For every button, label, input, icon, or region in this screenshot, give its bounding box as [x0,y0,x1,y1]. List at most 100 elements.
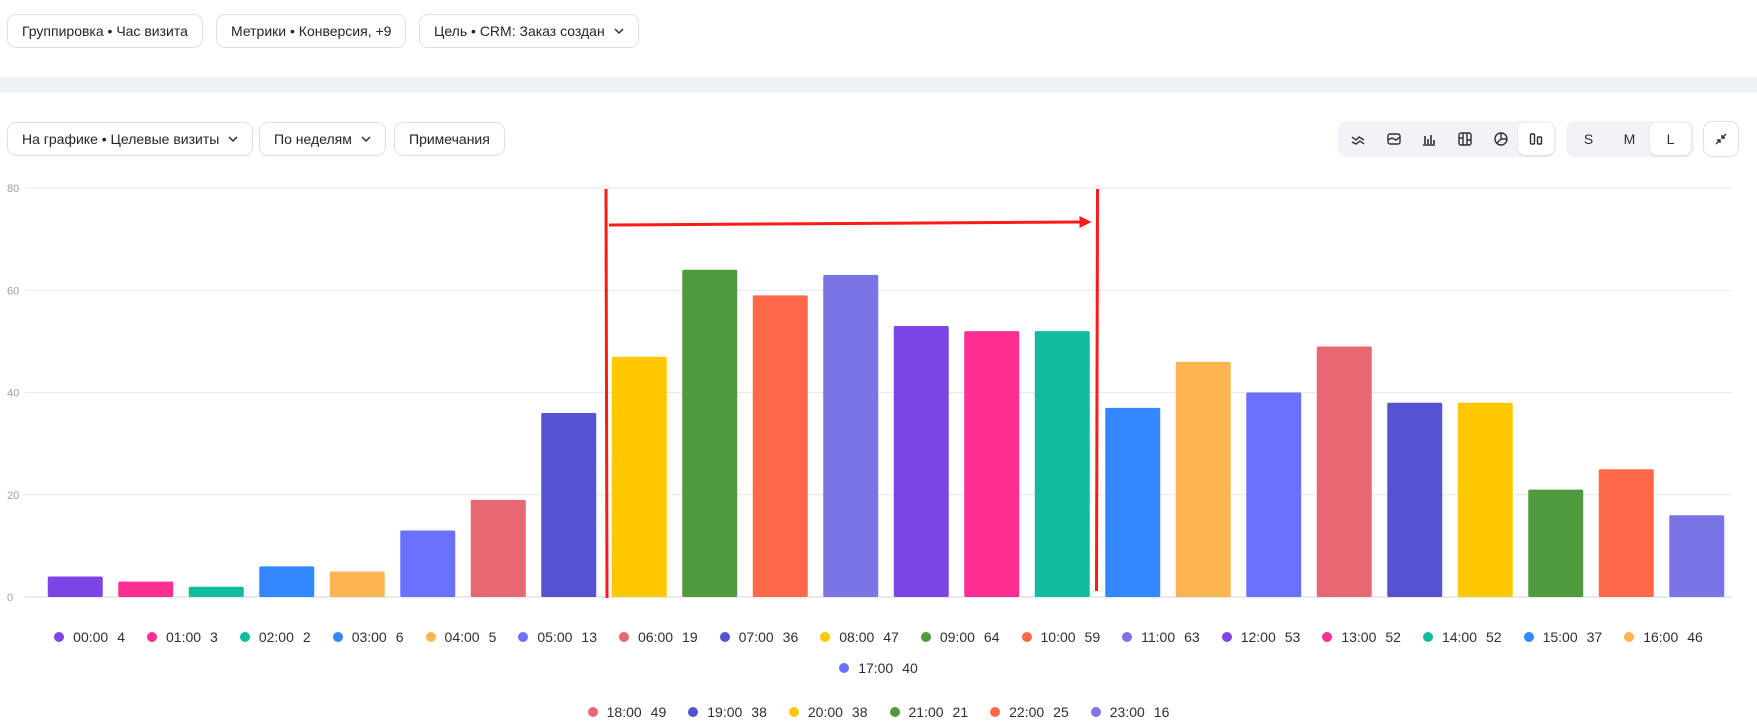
legend-value: 52 [1486,629,1502,645]
legend-item-1000[interactable]: 10:00 59 [1021,628,1101,646]
bar-1800 [1316,346,1372,597]
legend-item-1700[interactable]: 17:00 40 [839,659,918,677]
legend-item-2300[interactable]: 23:00 16 [1090,703,1170,721]
legend-item-0200[interactable]: 02:00 2 [239,628,311,646]
on-chart-select[interactable]: На графике • Целевые визиты [7,122,254,156]
y-tick-label: 60 [7,285,19,297]
legend-value: 47 [883,629,899,645]
bar-1500 [1105,407,1161,597]
legend-label: 07:00 [738,629,774,645]
legend-dot [719,632,730,642]
goal-filter-chip[interactable]: Цель • CRM: Заказ создан [419,14,639,48]
legend-label: 02:00 [258,629,294,645]
legend-label: 04:00 [444,629,480,645]
legend-item-0400[interactable]: 04:00 5 [425,628,497,646]
legend-item-2200[interactable]: 22:00 25 [990,703,1069,721]
bar-0000 [47,576,103,597]
legend-value: 13 [581,629,597,645]
notes-button[interactable]: Примечания [394,122,505,156]
legend-item-0100[interactable]: 01:00 3 [147,628,218,646]
bar-2200 [1598,469,1654,597]
bar-2100 [1528,489,1584,597]
legend-item-0800[interactable]: 08:00 47 [820,628,899,646]
legend-item-0900[interactable]: 09:00 64 [920,628,1000,646]
legend-item-0600[interactable]: 06:00 19 [619,628,698,646]
legend-label: 16:00 [1643,629,1679,645]
legend-dot [1122,632,1133,642]
bar-2000 [1457,402,1513,597]
chart-type-column-button[interactable] [1518,123,1555,155]
bar-0500 [400,530,456,597]
metrics-filter-chip[interactable]: Метрики • Конверсия, +9 [216,14,407,48]
chart-type-area-button[interactable] [1376,123,1412,155]
legend-item-1400[interactable]: 14:00 52 [1422,628,1502,646]
legend-item-2000[interactable]: 20:00 38 [788,703,868,721]
legend-value: 25 [1053,704,1069,720]
legend-item-0500[interactable]: 05:00 13 [518,628,597,646]
legend-value: 5 [488,629,497,645]
annotation-right-line [1095,188,1099,592]
legend-item-0700[interactable]: 07:00 36 [719,628,798,646]
legend-item-1100[interactable]: 11:00 63 [1122,628,1200,646]
legend-label: 18:00 [606,704,642,720]
chart-type-stacked-button[interactable] [1447,123,1483,155]
chart-type-bar-button[interactable] [1411,123,1447,155]
chart-size-switcher: S M L [1566,121,1694,157]
legend-item-0000[interactable]: 00:00 4 [54,628,125,646]
line-chart-icon [1351,136,1365,145]
bar-2300 [1669,515,1725,597]
legend-label: 09:00 [939,629,975,645]
legend-label: 03:00 [351,629,387,645]
chart-type-switcher [1338,121,1556,157]
grouping-filter-chip[interactable]: Группировка • Час визита [7,14,203,48]
legend-item-0300[interactable]: 03:00 6 [332,628,404,646]
y-tick-label: 80 [7,183,19,195]
legend-label: 11:00 [1141,629,1176,645]
legend-value: 2 [302,629,311,645]
legend-item-1800[interactable]: 18:00 49 [587,703,666,721]
size-m-button[interactable]: M [1623,131,1636,147]
bar-0100 [118,581,174,597]
legend-value: 38 [851,704,868,720]
collapse-icon [1715,133,1727,145]
grouping-filter-label: Группировка • Час визита [22,23,188,39]
legend-value: 19 [682,629,698,645]
legend-dot [1322,632,1333,642]
legend-item-2100[interactable]: 21:00 21 [889,703,969,721]
legend-value: 21 [952,704,969,720]
chart-type-line-button[interactable] [1340,123,1376,155]
legend-label: 21:00 [908,704,944,720]
bar-1600 [1175,361,1231,597]
legend-dot [518,632,529,642]
legend-label: 10:00 [1040,629,1076,645]
annotation-arrow-head [1079,216,1092,228]
bar-1300 [964,331,1020,597]
chart-type-pie-button[interactable] [1483,123,1519,155]
legend-value: 59 [1084,629,1101,645]
legend-value: 16 [1153,704,1170,720]
legend-item-1500[interactable]: 15:00 37 [1523,628,1602,646]
legend-item-1900[interactable]: 19:00 38 [688,703,767,721]
legend-value: 52 [1385,629,1401,645]
bar-0900 [682,269,738,597]
goal-filter-label: Цель • CRM: Заказ создан [434,23,605,39]
bar-1000 [752,295,808,597]
legend-label: 13:00 [1341,629,1377,645]
legend-item-1300[interactable]: 13:00 52 [1322,628,1401,646]
legend-item-1600[interactable]: 16:00 46 [1624,628,1703,646]
period-select[interactable]: По неделям [259,122,386,156]
bar-0200 [188,586,244,597]
bar-1400 [1034,331,1090,597]
collapse-chart-button[interactable] [1703,121,1739,157]
legend-dot [1624,632,1635,642]
pie-chart-icon [1493,132,1508,146]
legend-label: 06:00 [638,629,674,645]
legend-dot [920,632,931,642]
on-chart-label: На графике • Целевые визиты [22,131,220,147]
legend-value: 53 [1284,629,1301,645]
size-s-button[interactable]: S [1583,131,1594,147]
annotation-left-line [604,188,609,599]
metrics-filter-label: Метрики • Конверсия, +9 [231,23,392,39]
legend-item-1200[interactable]: 12:00 53 [1221,628,1301,646]
size-l-button[interactable]: L [1650,123,1691,155]
